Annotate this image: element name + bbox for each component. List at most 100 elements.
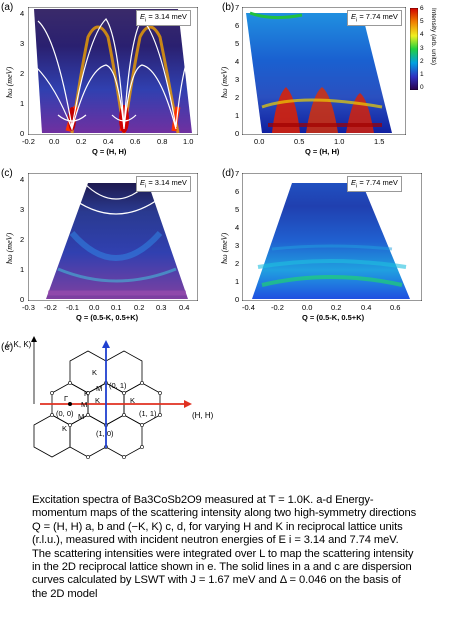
colorbar-tick: 2 <box>420 58 424 65</box>
xtick-d: 0.0 <box>302 303 313 312</box>
ytick-d: 4 <box>235 223 240 232</box>
panel-label-c: (c) <box>1 168 13 179</box>
xtick-c: -0.3 <box>22 303 35 312</box>
ei-symbol: E <box>351 178 357 187</box>
panel-e: (e) <box>0 328 260 478</box>
xtick-d: -0.2 <box>271 303 284 312</box>
xtick-a: 0.0 <box>49 137 60 146</box>
xtick-d: 0.6 <box>390 303 401 312</box>
xtick-b: 1.5 <box>374 137 385 146</box>
ei-value: = 3.14 meV <box>146 12 187 21</box>
ytick-d: 0 <box>235 295 240 304</box>
xtick-a: 0.2 <box>76 137 87 146</box>
figure-caption: Excitation spectra of Ba3CoSb2O9 measure… <box>32 494 417 600</box>
colorbar-tick: 1 <box>420 71 424 78</box>
ei-label-c: Ei = 3.14 meV <box>136 176 191 192</box>
ytick-b: 7 <box>235 3 240 12</box>
point-label-11: (1, 1) <box>139 409 157 418</box>
ytick-c: 4 <box>20 175 25 184</box>
ei-value: = 3.14 meV <box>146 178 187 187</box>
ylabel-b: ħω (meV) <box>220 66 229 98</box>
ytick-d: 6 <box>235 187 240 196</box>
symbol-m: M <box>96 384 103 393</box>
ytick-c: 2 <box>20 235 25 244</box>
symbol-gamma: Γ <box>64 394 69 403</box>
axis-label-horizontal: (H, H) <box>192 411 214 420</box>
plot-c <box>28 173 198 301</box>
symbol-k: K <box>84 389 90 398</box>
ytick-b: 0 <box>235 129 240 138</box>
panel-a: (a) Ei = 3.14 meV 4 3 2 1 0 -0.2 0.0 0.2… <box>0 0 215 160</box>
point-label-origin: (0, 0) <box>56 409 74 418</box>
ei-value: = 7.74 meV <box>357 178 398 187</box>
ylabel-a: ħω (meV) <box>5 66 14 98</box>
ytick-b: 1 <box>235 111 240 120</box>
xtick-d: -0.4 <box>242 303 255 312</box>
colorbar-tick: 0 <box>420 84 424 91</box>
symbol-k: K <box>95 396 101 405</box>
ytick-b: 6 <box>235 21 240 30</box>
ei-label-b: Ei = 7.74 meV <box>347 10 402 26</box>
plot-a <box>28 7 198 135</box>
ei-label-d: Ei = 7.74 meV <box>347 176 402 192</box>
reciprocal-lattice-diagram <box>31 336 192 459</box>
xtick-a: 0.8 <box>157 137 168 146</box>
xlabel-b: Q = (H, H) <box>305 147 340 156</box>
xlabel-c: Q = (0.5-K, 0.5+K) <box>76 313 139 322</box>
ytick-c: 3 <box>20 205 25 214</box>
ei-sub: i <box>356 183 358 190</box>
ytick-d: 3 <box>235 241 240 250</box>
xlabel-a: Q = (H, H) <box>92 147 127 156</box>
xlabel-d: Q = (0.5-K, 0.5+K) <box>302 313 365 322</box>
ytick-a: 1 <box>20 99 25 108</box>
ei-symbol: E <box>351 12 357 21</box>
xtick-b: 0.0 <box>254 137 265 146</box>
ytick-b: 3 <box>235 75 240 84</box>
ytick-c: 0 <box>20 295 25 304</box>
xtick-d: 0.2 <box>331 303 342 312</box>
colorbar-tick: 6 <box>420 5 424 12</box>
xtick-b: 0.5 <box>294 137 305 146</box>
ytick-b: 4 <box>235 57 240 66</box>
symbol-k: K <box>130 396 136 405</box>
panel-d: (d) Ei = 7.74 meV 7 6 5 4 3 2 1 0 -0.4 -… <box>220 166 450 322</box>
panel-label-d: (d) <box>222 168 235 179</box>
xtick-b: 1.0 <box>334 137 345 146</box>
xtick-c: -0.2 <box>44 303 57 312</box>
colorbar <box>410 8 418 90</box>
xtick-c: 0.1 <box>111 303 122 312</box>
xtick-c: 0.0 <box>89 303 100 312</box>
ei-sub: i <box>356 17 358 24</box>
colorbar-tick: 4 <box>420 31 424 38</box>
ytick-a: 4 <box>20 9 25 18</box>
ei-symbol: E <box>140 178 146 187</box>
panel-c: (c) Ei = 3.14 meV 4 3 2 1 0 -0.3 -0.2 -0… <box>0 166 215 322</box>
xtick-c: 0.2 <box>134 303 145 312</box>
panel-label-b: (b) <box>222 2 235 13</box>
symbol-k: K <box>62 424 68 433</box>
plot-b <box>242 7 406 135</box>
ytick-d: 2 <box>235 259 240 268</box>
xtick-a: 0.4 <box>103 137 114 146</box>
panel-label-e: (e) <box>1 342 14 353</box>
ylabel-c: ħω (meV) <box>5 232 14 264</box>
panel-b: (b) 6 5 4 3 2 1 0 Intensity (arb. units)… <box>220 0 450 160</box>
panel-label-a: (a) <box>1 2 14 13</box>
ytick-d: 1 <box>235 277 240 286</box>
plot-d <box>242 173 422 301</box>
xtick-c: 0.3 <box>156 303 167 312</box>
xtick-c: 0.4 <box>179 303 190 312</box>
ytick-d: 5 <box>235 205 240 214</box>
point-label-10: (1, 0) <box>96 429 114 438</box>
ei-label-a: Ei = 3.14 meV <box>136 10 191 26</box>
symbol-m: M <box>78 412 85 421</box>
colorbar-label: Intensity (arb. units) <box>430 8 437 66</box>
ytick-a: 3 <box>20 39 25 48</box>
ytick-c: 1 <box>20 265 25 274</box>
xtick-d: 0.4 <box>361 303 372 312</box>
ei-value: = 7.74 meV <box>357 12 398 21</box>
symbol-k: K <box>92 368 98 377</box>
xtick-c: -0.1 <box>66 303 79 312</box>
ylabel-d: ħω (meV) <box>220 232 229 264</box>
axis-label-vertical: (- K, K) <box>6 340 32 349</box>
